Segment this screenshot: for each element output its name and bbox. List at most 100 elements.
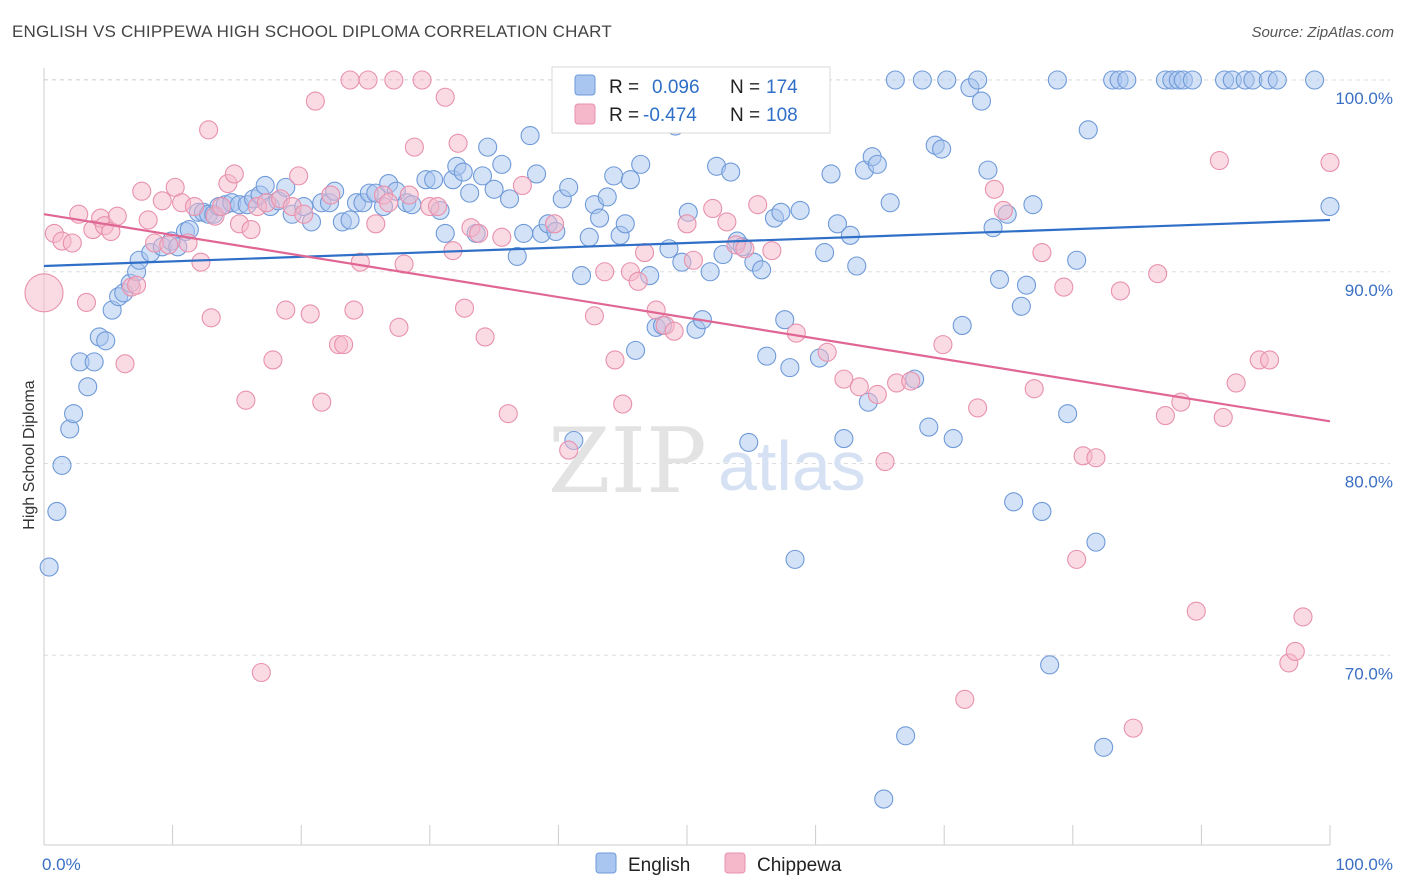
point-english-69 <box>514 223 534 243</box>
point-chippewa-41 <box>294 204 314 224</box>
point-english-65 <box>484 179 504 199</box>
y-tick-label-100: 100.0% <box>1335 89 1393 108</box>
bottom-legend-chippewa: Chippewa <box>757 855 842 876</box>
point-chippewa-88 <box>717 212 737 232</box>
point-english-44 <box>340 210 360 230</box>
point-chippewa-70 <box>492 227 512 247</box>
point-english-104 <box>739 432 759 452</box>
point-english-100 <box>713 244 733 265</box>
point-chippewa-23 <box>191 252 211 272</box>
point-chippewa-66 <box>454 298 475 318</box>
point-chippewa-51 <box>358 70 378 90</box>
point-chippewa-91 <box>748 195 768 215</box>
point-english-131 <box>912 70 932 90</box>
point-english-171 <box>1305 70 1325 90</box>
point-chippewa-73 <box>544 214 565 234</box>
legend-box: R = 0.096 N = 174 R = -0.474 N = 108 <box>551 66 831 134</box>
point-chippewa-11 <box>115 354 135 374</box>
point-chippewa-112 <box>1110 281 1130 301</box>
point-english-116 <box>815 243 835 263</box>
point-english-151 <box>1047 70 1067 90</box>
point-english-9 <box>96 331 116 351</box>
point-english-152 <box>1058 404 1078 424</box>
point-english-132 <box>919 417 939 437</box>
point-english-172 <box>1320 197 1340 217</box>
point-english-147 <box>1016 275 1037 295</box>
point-english-88 <box>631 154 651 174</box>
point-chippewa-74 <box>559 440 579 460</box>
point-chippewa-38 <box>276 300 296 320</box>
point-chippewa-58 <box>399 185 419 205</box>
point-english-33 <box>255 175 275 196</box>
point-english-55 <box>424 170 444 190</box>
point-chippewa-85 <box>677 214 697 234</box>
point-chippewa-42 <box>300 304 320 324</box>
point-chippewa-80 <box>628 271 648 291</box>
point-chippewa-96 <box>849 377 869 397</box>
point-english-118 <box>827 214 848 234</box>
point-english-68 <box>507 246 527 266</box>
point-chippewa-95 <box>834 369 854 389</box>
point-chippewa-40 <box>289 166 309 186</box>
point-chippewa-118 <box>1209 150 1229 171</box>
point-english-110 <box>775 310 795 330</box>
point-chippewa-52 <box>366 214 386 234</box>
watermark-zip: ZIP <box>548 409 707 514</box>
point-chippewa-77 <box>605 350 625 370</box>
point-english-140 <box>971 91 992 111</box>
point-chippewa-126 <box>1320 152 1340 173</box>
point-chippewa-97 <box>867 384 887 405</box>
point-chippewa-111 <box>1086 448 1106 468</box>
point-english-60 <box>453 162 473 182</box>
point-chippewa-49 <box>344 300 364 320</box>
point-english-71 <box>526 164 547 184</box>
point-english-2 <box>52 455 72 475</box>
point-chippewa-13 <box>127 275 147 295</box>
point-chippewa-60 <box>412 70 432 90</box>
point-chippewa-102 <box>955 689 975 709</box>
point-chippewa-44 <box>312 392 332 412</box>
point-chippewa-14 <box>132 181 152 201</box>
point-chippewa-86 <box>683 250 703 270</box>
point-chippewa-104 <box>984 179 1004 199</box>
point-chippewa-90 <box>735 239 755 259</box>
bottom-legend: English Chippewa <box>595 852 842 876</box>
point-english-153 <box>1067 250 1087 270</box>
point-english-146 <box>1011 296 1031 316</box>
point-english-1 <box>47 501 67 521</box>
point-chippewa-68 <box>469 223 489 243</box>
point-english-120 <box>840 225 860 245</box>
point-english-134 <box>932 139 952 159</box>
point-chippewa-55 <box>384 70 404 90</box>
point-english-143 <box>989 269 1010 289</box>
legend-frame <box>551 66 831 134</box>
point-english-76 <box>559 177 579 197</box>
point-chippewa-124 <box>1285 641 1305 661</box>
point-chippewa-65 <box>448 133 468 153</box>
y-tick-label-90: 90.0% <box>1345 281 1393 300</box>
point-chippewa-3 <box>62 233 82 253</box>
point-chippewa-17 <box>152 191 172 211</box>
point-english-101 <box>721 162 741 182</box>
x-tick-label-max: 100.0% <box>1335 855 1393 874</box>
point-english-4 <box>64 404 84 424</box>
point-english-70 <box>520 126 540 146</box>
point-chippewa-34 <box>251 662 271 683</box>
point-chippewa-69 <box>475 327 495 347</box>
point-english-67 <box>499 189 520 209</box>
point-chippewa-36 <box>263 350 283 370</box>
trendline-chippewa <box>43 213 1331 423</box>
point-english-154 <box>1078 120 1098 140</box>
point-english-121 <box>847 256 867 276</box>
point-english-85 <box>615 214 635 234</box>
point-chippewa-100 <box>901 371 921 391</box>
point-english-135 <box>937 70 957 90</box>
point-english-149 <box>1032 501 1052 521</box>
point-chippewa-56 <box>389 317 409 337</box>
point-english-126 <box>874 789 894 809</box>
bottom-legend-swatch-english <box>595 852 617 874</box>
point-english-129 <box>896 726 916 746</box>
point-chippewa-75 <box>584 306 604 326</box>
point-chippewa-5 <box>76 292 96 312</box>
point-chippewa-71 <box>498 404 518 424</box>
